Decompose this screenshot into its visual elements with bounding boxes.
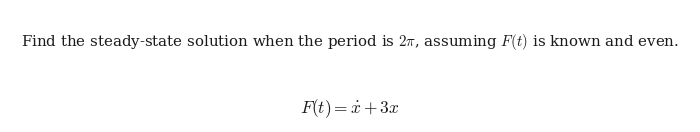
Text: Find the steady-state solution when the period is $2\pi$, assuming $F(t)$ is kno: Find the steady-state solution when the … <box>21 32 679 52</box>
Text: $F(t) = \dot{x} + 3x$: $F(t) = \dot{x} + 3x$ <box>300 97 400 120</box>
